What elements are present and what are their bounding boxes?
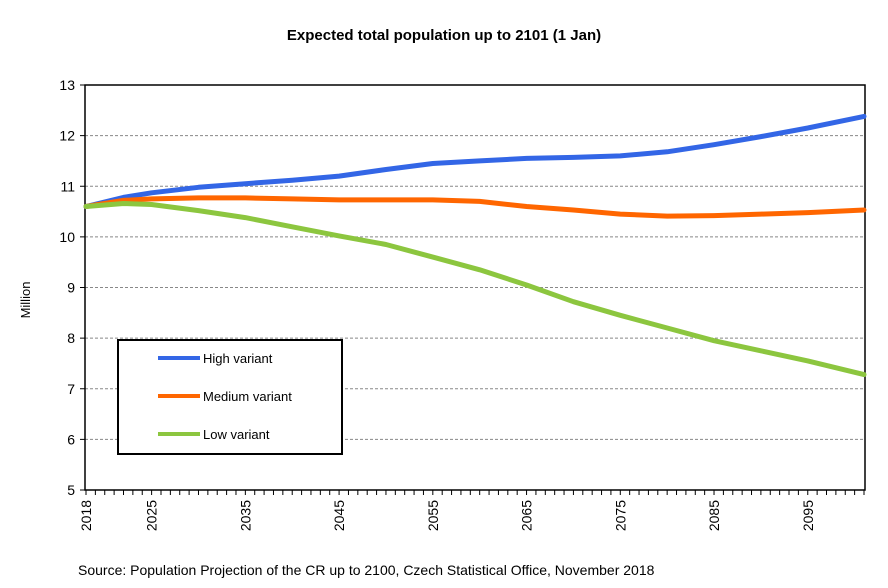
y-tick-label: 7 (67, 381, 75, 397)
y-tick-label: 9 (67, 280, 75, 296)
x-tick-label: 2018 (78, 500, 94, 531)
y-axis-label: Million (18, 282, 33, 319)
x-tick-label: 2055 (425, 500, 441, 531)
legend-box (117, 339, 343, 455)
y-tick-label: 12 (59, 128, 75, 144)
series-line-low-variant (83, 201, 867, 378)
legend-label: Low variant (203, 427, 270, 442)
x-tick-label: 2045 (331, 500, 347, 531)
legend: High variant Medium variant Low variant (117, 339, 343, 455)
series-line-high-variant (83, 113, 867, 209)
chart-title: Expected total population up to 2101 (1 … (287, 27, 601, 44)
x-tick-label: 2035 (237, 500, 253, 531)
y-tick-label: 13 (59, 77, 75, 93)
x-tick-label: 2065 (519, 500, 535, 531)
x-tick-label: 2025 (144, 500, 160, 531)
legend-label: Medium variant (203, 389, 292, 404)
y-tick-label: 5 (67, 482, 75, 498)
x-tick-label: 2095 (800, 500, 816, 531)
y-tick-label: 8 (67, 330, 75, 346)
y-tick-label: 10 (59, 229, 75, 245)
legend-label: High variant (203, 351, 273, 366)
y-tick-label: 6 (67, 431, 75, 447)
x-tick-label: 2075 (612, 500, 628, 531)
x-tick-label: 2085 (706, 500, 722, 531)
source-note: Source: Population Projection of the CR … (78, 562, 655, 578)
series-line-medium-variant (83, 195, 867, 219)
y-tick-label: 11 (60, 178, 75, 194)
